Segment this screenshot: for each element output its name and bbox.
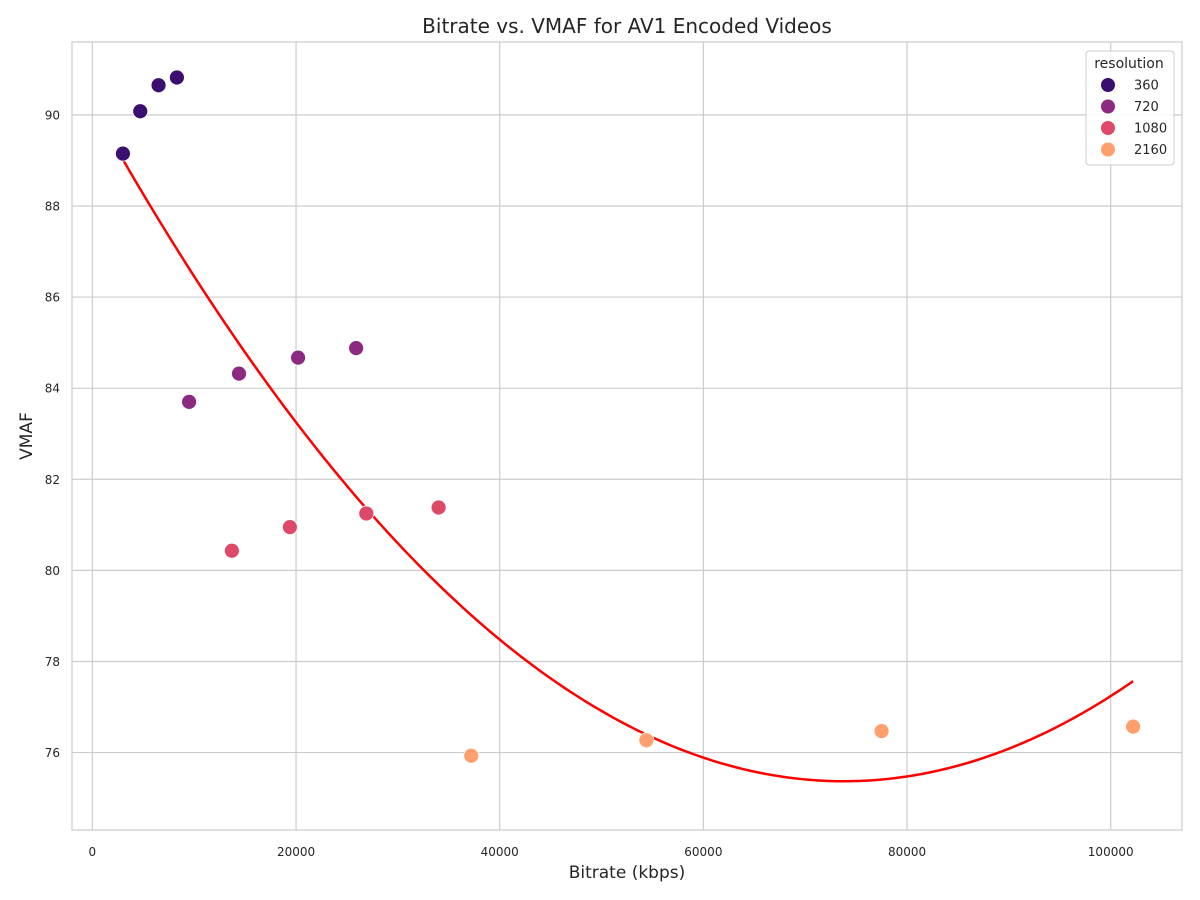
data-point-2160	[1125, 718, 1142, 735]
x-tick-label: 40000	[481, 845, 519, 859]
x-axis-label: Bitrate (kbps)	[569, 863, 686, 883]
grid	[72, 42, 1182, 830]
legend-label-2160: 2160	[1134, 143, 1167, 158]
data-point-2160	[873, 723, 890, 740]
chart-title: Bitrate vs. VMAF for AV1 Encoded Videos	[422, 14, 832, 38]
plot-area-frame	[71, 41, 1183, 831]
x-tick-label: 80000	[888, 845, 926, 859]
y-tick-label: 78	[45, 655, 60, 669]
data-point-720	[181, 393, 198, 410]
legend: resolution 360 720 1080 2160	[1085, 50, 1175, 166]
legend-title: resolution	[1094, 56, 1164, 72]
data-point-2160	[638, 732, 655, 749]
data-point-1080	[282, 519, 298, 535]
data-points	[115, 69, 1142, 764]
x-tick-label: 60000	[684, 845, 722, 859]
y-tick-labels: 76 78 80 82 84 86 88 90	[45, 108, 60, 760]
data-point-1080	[358, 505, 375, 522]
trendline	[121, 158, 1134, 783]
y-tick-label: 76	[45, 746, 60, 760]
legend-marker-720	[1101, 99, 1115, 114]
data-point-360	[168, 69, 185, 86]
x-tick-label: 0	[89, 845, 97, 859]
data-point-1080	[223, 542, 240, 559]
legend-label-1080: 1080	[1134, 122, 1167, 137]
data-point-1080	[430, 499, 447, 516]
legend-marker-1080	[1101, 121, 1115, 135]
x-tick-label: 20000	[277, 845, 315, 859]
trendline-layer	[121, 158, 1134, 783]
legend-marker-2160	[1101, 142, 1115, 157]
legend-label-360: 360	[1134, 79, 1159, 94]
legend-marker-360	[1101, 78, 1115, 92]
y-tick-label: 90	[45, 108, 60, 122]
data-point-720	[348, 340, 365, 356]
x-tick-label: 100000	[1088, 845, 1134, 859]
y-tick-label: 88	[45, 199, 60, 213]
data-point-720	[231, 365, 247, 382]
data-point-720	[290, 349, 306, 366]
y-tick-label: 86	[45, 291, 60, 305]
y-tick-label: 80	[45, 564, 60, 578]
data-point-2160	[463, 747, 480, 764]
y-tick-label: 82	[45, 473, 60, 487]
data-point-360	[115, 145, 131, 162]
y-axis-label: VMAF	[17, 412, 37, 460]
data-point-360	[150, 77, 167, 94]
x-tick-labels: 0 20000 40000 60000 80000 100000	[89, 845, 1134, 859]
data-point-360	[132, 103, 149, 120]
y-tick-label: 84	[45, 382, 60, 396]
legend-label-720: 720	[1134, 100, 1159, 115]
